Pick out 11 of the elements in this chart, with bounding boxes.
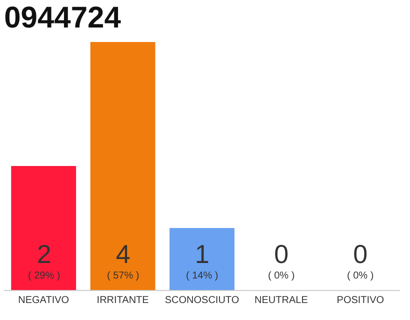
data-label: 0 ( 0% ) — [268, 239, 295, 282]
chart-title: 0944724 — [4, 1, 122, 34]
x-tick-label: NEUTRALE — [254, 295, 308, 306]
data-label: 4 ( 57% ) — [107, 239, 140, 282]
x-tick-label: SCONOSCIUTO — [164, 295, 240, 306]
x-tick-label: NEGATIVO — [18, 295, 70, 306]
x-tick-label: POSITIVO — [336, 295, 384, 306]
data-label: 2 ( 29% ) — [28, 239, 60, 282]
data-label: 1 ( 14% ) — [186, 239, 218, 282]
x-tick-label: IRRITANTE — [96, 295, 150, 306]
data-label: 0 ( 0% ) — [347, 239, 374, 282]
